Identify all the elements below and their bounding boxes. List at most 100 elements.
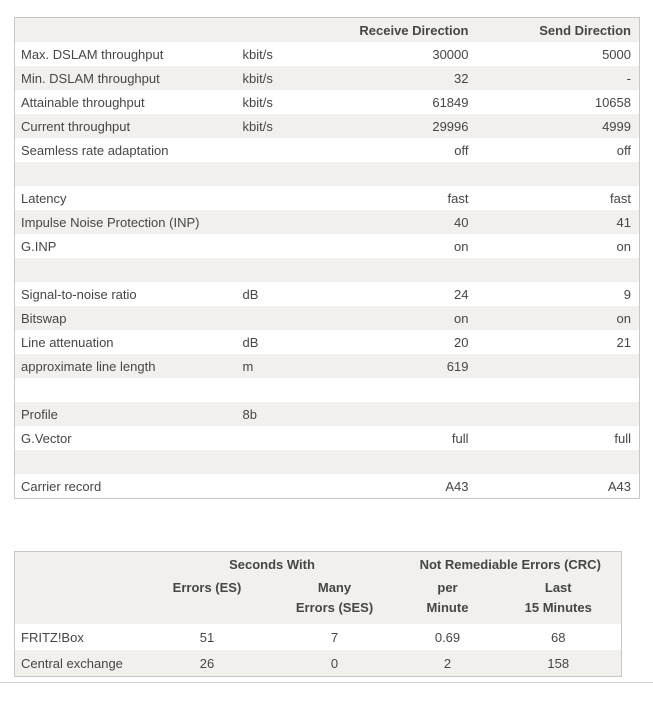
row-label: G.INP bbox=[21, 238, 57, 254]
table-row: G.Vector full full bbox=[15, 426, 640, 450]
send-value bbox=[477, 162, 640, 186]
dsl-header-receive-direction: Receive Direction bbox=[359, 22, 469, 38]
row-label: Carrier record bbox=[21, 478, 102, 494]
row-label: Seamless rate adaptation bbox=[21, 142, 169, 158]
receive-value: 20 bbox=[454, 334, 469, 350]
send-value: - bbox=[626, 70, 631, 86]
receive-value: A43 bbox=[445, 478, 469, 494]
receive-value bbox=[349, 378, 477, 402]
table-row: Current throughput kbit/s 29996 4999 bbox=[14, 114, 640, 138]
receive-value: 619 bbox=[446, 358, 469, 374]
error-group-seconds-with: Seconds With bbox=[229, 556, 315, 572]
unit-value bbox=[237, 474, 349, 499]
unit-value: kbit/s bbox=[242, 70, 273, 86]
row-label: Central exchange bbox=[21, 655, 123, 671]
unit-value bbox=[237, 258, 349, 282]
unit-value bbox=[237, 234, 349, 258]
send-value bbox=[477, 354, 640, 378]
send-value: 10658 bbox=[594, 94, 631, 110]
send-value: 4999 bbox=[602, 118, 631, 134]
send-value: 41 bbox=[616, 214, 631, 230]
row-label: FRITZ!Box bbox=[21, 629, 84, 645]
spacer-row bbox=[14, 258, 640, 282]
spacer-row bbox=[15, 378, 640, 402]
unit-value: m bbox=[242, 358, 254, 374]
table-row: Seamless rate adaptation off off bbox=[15, 138, 640, 162]
row-label: Line attenuation bbox=[21, 334, 114, 350]
error-col-per-minute: per Minute bbox=[426, 580, 469, 615]
row-label bbox=[15, 450, 237, 474]
error-group-crc: Not Remediable Errors (CRC) bbox=[419, 556, 601, 572]
table-row: Attainable throughput kbit/s 61849 10658 bbox=[15, 90, 640, 114]
error-table-body: FRITZ!Box 51 7 0.69 68 Central exchange 26 0 2 15… bbox=[14, 624, 622, 677]
unit-value bbox=[237, 378, 349, 402]
unit-value: dB bbox=[242, 286, 259, 302]
row-label bbox=[15, 258, 237, 282]
send-value: on bbox=[616, 238, 631, 254]
send-value bbox=[477, 378, 640, 402]
error-table-column-header-row: Errors (ES) Many Errors (SES) per Minute… bbox=[14, 576, 622, 624]
unit-value: 8b bbox=[242, 406, 257, 422]
many-errors-ses-value: 7 bbox=[330, 629, 339, 645]
unit-value: dB bbox=[242, 334, 259, 350]
errors-es-value: 26 bbox=[199, 655, 215, 671]
error-counters-table: Seconds With Not Remediable Errors (CRC)… bbox=[14, 551, 622, 677]
receive-value bbox=[349, 258, 477, 282]
row-label: Impulse Noise Protection (INP) bbox=[21, 214, 200, 230]
dsl-table-body: Max. DSLAM throughput kbit/s 30000 5000 Min.… bbox=[14, 42, 640, 499]
row-label: Current throughput bbox=[21, 118, 131, 134]
table-row: Central exchange 26 0 2 158 bbox=[14, 650, 622, 677]
unit-value bbox=[237, 186, 349, 210]
dsl-header-empty-name bbox=[15, 18, 237, 43]
send-value: full bbox=[614, 430, 631, 446]
receive-value: on bbox=[454, 310, 469, 326]
errors-es-value: 51 bbox=[199, 629, 215, 645]
send-value: 5000 bbox=[602, 46, 631, 62]
row-label: Attainable throughput bbox=[21, 94, 145, 110]
receive-value bbox=[349, 402, 477, 426]
receive-value: off bbox=[454, 142, 469, 158]
row-label bbox=[15, 378, 237, 402]
unit-value bbox=[237, 306, 349, 330]
table-row: Carrier record A43 A43 bbox=[15, 474, 640, 499]
unit-value: kbit/s bbox=[242, 118, 273, 134]
row-label bbox=[15, 162, 237, 186]
error-col-last-15-minutes: Last 15 Minutes bbox=[524, 580, 592, 615]
dsl-header-send-direction: Send Direction bbox=[539, 22, 631, 38]
unit-value bbox=[237, 210, 349, 234]
per-minute-value: 0.69 bbox=[434, 629, 461, 645]
receive-value: 40 bbox=[454, 214, 469, 230]
row-label: Latency bbox=[21, 190, 67, 206]
row-label: Max. DSLAM throughput bbox=[21, 46, 164, 62]
table-row: FRITZ!Box 51 7 0.69 68 bbox=[15, 624, 622, 650]
row-label: Min. DSLAM throughput bbox=[21, 70, 160, 86]
table-row: Min. DSLAM throughput kbit/s 32 - bbox=[14, 66, 640, 90]
unit-value: kbit/s bbox=[242, 46, 273, 62]
send-value bbox=[477, 258, 640, 282]
dsl-table-header-row: Receive Direction Send Direction bbox=[14, 17, 640, 43]
table-row: approximate line length m 619 bbox=[14, 354, 640, 378]
table-row: Impulse Noise Protection (INP) 40 41 bbox=[14, 210, 640, 234]
dsl-stats-table: Receive Direction Send Direction Max. DS… bbox=[14, 17, 640, 499]
receive-value: 24 bbox=[454, 286, 469, 302]
error-col-empty bbox=[15, 576, 145, 624]
table-row: Line attenuation dB 20 21 bbox=[15, 330, 640, 354]
table-row: Max. DSLAM throughput kbit/s 30000 5000 bbox=[15, 42, 640, 66]
unit-value bbox=[237, 450, 349, 474]
error-col-many-errors-ses: Many Errors (SES) bbox=[295, 580, 374, 615]
table-row: Bitswap on on bbox=[14, 306, 640, 330]
last-15-minutes-value: 68 bbox=[551, 629, 566, 645]
table-row: G.INP on on bbox=[15, 234, 640, 258]
last-15-minutes-value: 158 bbox=[547, 655, 570, 671]
receive-value: on bbox=[454, 238, 469, 254]
receive-value: 32 bbox=[454, 70, 469, 86]
receive-value: 61849 bbox=[432, 94, 469, 110]
send-value: 21 bbox=[616, 334, 631, 350]
send-value: A43 bbox=[607, 478, 631, 494]
dsl-header-empty-unit bbox=[237, 18, 349, 43]
send-value bbox=[477, 402, 640, 426]
row-label: approximate line length bbox=[21, 358, 156, 374]
row-label: G.Vector bbox=[21, 430, 72, 446]
receive-value: full bbox=[451, 430, 469, 446]
send-value: on bbox=[616, 310, 631, 326]
